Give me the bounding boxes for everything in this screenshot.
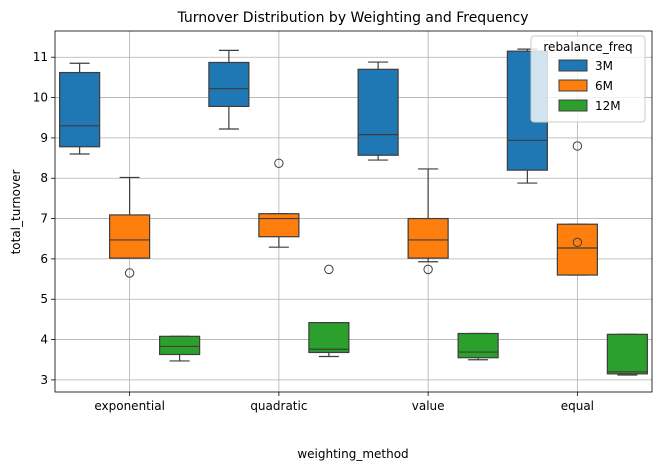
legend-swatch-12M bbox=[558, 99, 588, 112]
box-6M-value bbox=[407, 168, 449, 275]
outlier-point bbox=[423, 264, 433, 275]
y-tick-label: 9 bbox=[40, 131, 48, 145]
box-iqr bbox=[59, 71, 101, 148]
box-12M-exponential bbox=[159, 335, 201, 362]
y-tick-label: 11 bbox=[33, 50, 48, 64]
outlier-point bbox=[572, 237, 583, 248]
outlier-point bbox=[324, 264, 334, 275]
box-iqr bbox=[407, 217, 449, 259]
chart-title: Turnover Distribution by Weighting and F… bbox=[176, 10, 528, 26]
y-tick-label: 7 bbox=[40, 212, 48, 226]
box-iqr bbox=[556, 223, 598, 276]
x-tick-label: exponential bbox=[94, 399, 165, 413]
box-3M-exponential bbox=[59, 62, 101, 155]
y-axis-label: total_turnover bbox=[9, 170, 23, 255]
box-12M-value bbox=[457, 332, 499, 361]
box-6M-exponential bbox=[109, 176, 151, 278]
legend: rebalance_freq 3M 6M 12M bbox=[530, 35, 646, 123]
box-6M-equal bbox=[556, 141, 598, 276]
box-12M-equal bbox=[606, 333, 648, 376]
outlier-point bbox=[572, 141, 583, 151]
ticks-layer: exponential quadratic value equal 3 4 5 6 7 8 9 10 1… bbox=[33, 50, 594, 413]
x-axis-label: weighting_method bbox=[297, 447, 408, 461]
box-12M-quadratic bbox=[308, 264, 350, 358]
y-tick-label: 5 bbox=[40, 292, 48, 306]
y-tick-label: 10 bbox=[33, 91, 48, 105]
box-6M-quadratic bbox=[258, 158, 300, 248]
outlier-point bbox=[124, 268, 135, 278]
legend-swatch-3M bbox=[558, 59, 588, 72]
box-iqr bbox=[208, 61, 250, 108]
box-3M-quadratic bbox=[208, 49, 250, 130]
box-iqr bbox=[159, 335, 201, 356]
y-tick-label: 8 bbox=[40, 171, 48, 185]
y-tick-label: 4 bbox=[40, 333, 48, 347]
box-iqr bbox=[308, 322, 350, 354]
legend-label-6M: 6M bbox=[595, 79, 613, 93]
box-iqr bbox=[606, 333, 648, 375]
box-iqr bbox=[258, 213, 300, 238]
y-tick-label: 3 bbox=[40, 373, 48, 387]
x-tick-label: value bbox=[412, 399, 445, 413]
y-tick-label: 6 bbox=[40, 252, 48, 266]
box-iqr bbox=[357, 68, 399, 156]
box-iqr bbox=[457, 332, 499, 359]
legend-label-12M: 12M bbox=[595, 99, 621, 113]
outlier-point bbox=[274, 158, 284, 168]
x-tick-label: equal bbox=[561, 399, 594, 413]
legend-swatch-6M bbox=[558, 79, 588, 92]
x-tick-label: quadratic bbox=[250, 399, 307, 413]
box-3M-value bbox=[357, 61, 399, 161]
legend-title: rebalance_freq bbox=[543, 40, 632, 54]
legend-label-3M: 3M bbox=[595, 59, 613, 73]
plot-frame bbox=[54, 30, 653, 393]
box-iqr bbox=[109, 214, 151, 259]
